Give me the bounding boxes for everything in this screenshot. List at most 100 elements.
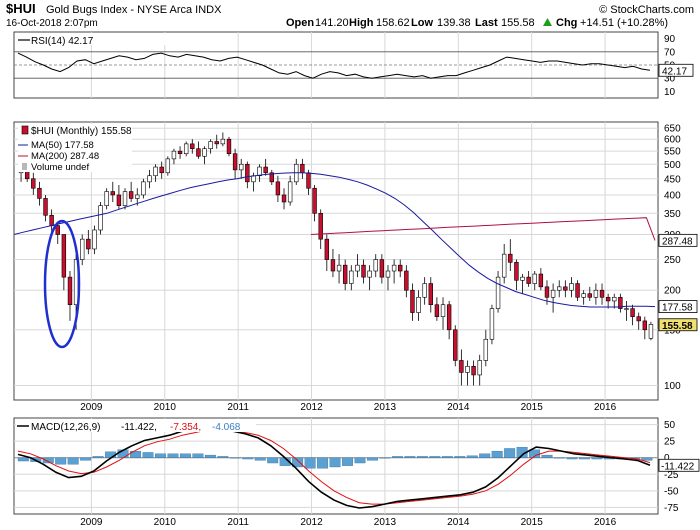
candle-body-down <box>86 238 91 250</box>
candle <box>410 283 415 321</box>
candle <box>324 234 330 272</box>
candle-body-down <box>361 264 366 278</box>
candle <box>281 188 287 210</box>
candle <box>183 141 189 157</box>
candle <box>135 188 140 206</box>
x-tick-label: 2009 <box>80 402 103 413</box>
candle-body-down <box>459 360 464 373</box>
candle <box>416 290 421 321</box>
candle-body-down <box>110 191 115 196</box>
candle <box>501 243 507 284</box>
candle <box>550 283 556 313</box>
price-badge-text-ma50: 177.58 <box>662 303 693 314</box>
candle-body-down <box>116 194 122 206</box>
candle-body-down <box>226 138 232 154</box>
macd-histogram-bar <box>80 457 92 461</box>
ma200-line <box>310 217 656 241</box>
macd-histogram-bar <box>267 457 279 464</box>
candle <box>581 290 586 305</box>
rsi-y-tick-label: 90 <box>664 34 676 45</box>
chart-symbol: $HUI <box>6 1 36 16</box>
candle <box>373 254 378 278</box>
price-legend-title: $HUI (Monthly) 155.58 <box>31 126 132 137</box>
candle-body-down <box>428 283 433 306</box>
rsi-legend: RSI(14) 42.17 <box>18 33 186 47</box>
candle <box>220 132 226 147</box>
open-label: Open <box>286 17 314 29</box>
candle-body-up <box>624 308 629 310</box>
candle <box>520 274 525 294</box>
candle <box>569 277 574 298</box>
macd-histogram-bar <box>367 457 378 461</box>
candle-body-up <box>202 148 207 157</box>
ma50-legend-label: MA(50) 177.58 <box>31 140 94 151</box>
candle <box>196 141 201 159</box>
macd-histogram-bar <box>292 457 304 468</box>
candle-body-up <box>287 181 293 203</box>
candle <box>239 158 244 179</box>
candle-body-down <box>177 150 183 154</box>
candle <box>532 271 537 291</box>
candle <box>471 360 476 386</box>
candle <box>159 161 164 179</box>
macd-histogram-bar <box>167 453 179 458</box>
x-tick-label: 2010 <box>154 402 177 413</box>
candle-body-up <box>373 259 378 272</box>
low-label: Low <box>411 17 433 29</box>
candle-body-up <box>520 276 525 281</box>
macd-value-histogram: -4.068 <box>212 422 241 433</box>
candle-body-down <box>508 253 513 263</box>
macd-histogram-bar <box>342 457 353 466</box>
price-y-tick-label: 550 <box>664 147 681 158</box>
candle <box>318 209 323 249</box>
candle <box>330 248 336 278</box>
candle-body-down <box>575 283 580 298</box>
candle-body-up <box>489 308 495 340</box>
candle-body-up <box>165 158 171 174</box>
candle <box>128 181 134 202</box>
macd-histogram-bar <box>429 456 441 458</box>
candle-body-down <box>587 293 592 298</box>
price-y-tick-label: 100 <box>664 381 681 392</box>
chg-label: Chg <box>556 17 577 29</box>
candle-body-down <box>544 286 550 298</box>
last-value: 155.58 <box>501 17 535 29</box>
candle-body-down <box>538 273 544 288</box>
macd-histogram-bar <box>466 455 478 458</box>
macd-y-tick-label: 50 <box>664 420 676 431</box>
macd-value-signal: -7.354, <box>170 422 201 433</box>
macd-histogram-bar <box>641 457 653 461</box>
candle <box>563 280 568 298</box>
macd-y-tick-label: -75 <box>664 503 679 514</box>
candle <box>263 158 268 176</box>
candle-body-down <box>404 270 409 291</box>
candle-body-down <box>281 194 287 203</box>
candle-body-up <box>135 194 140 199</box>
candle-body-up <box>648 324 654 339</box>
x-tick-label: 2016 <box>594 517 617 528</box>
candle <box>587 286 592 301</box>
candle-body-up <box>220 138 226 145</box>
candle-body-down <box>471 366 476 376</box>
x-tick-label: 2010 <box>154 517 177 528</box>
price-y-tick-label: 600 <box>664 135 681 146</box>
up-triangle-icon <box>543 18 552 26</box>
candle <box>300 158 305 179</box>
x-tick-label: 2012 <box>300 402 323 413</box>
x-tick-label: 2011 <box>227 402 249 413</box>
ma200-legend-label: MA(200) 287.48 <box>31 151 99 162</box>
candle <box>214 134 219 149</box>
macd-panel <box>13 417 659 515</box>
candle-body-up <box>465 366 470 373</box>
price-panel <box>13 121 659 401</box>
price-badge-last <box>658 318 698 332</box>
candle <box>80 234 85 266</box>
candle-body-up <box>336 264 342 272</box>
candle <box>226 136 232 157</box>
macd-histogram-bar <box>304 457 316 469</box>
candle-body-down <box>599 289 605 298</box>
candle-body-up <box>122 191 128 206</box>
macd-histogram-bar <box>204 454 216 458</box>
candle-body-up <box>171 150 177 160</box>
candle <box>557 280 562 298</box>
